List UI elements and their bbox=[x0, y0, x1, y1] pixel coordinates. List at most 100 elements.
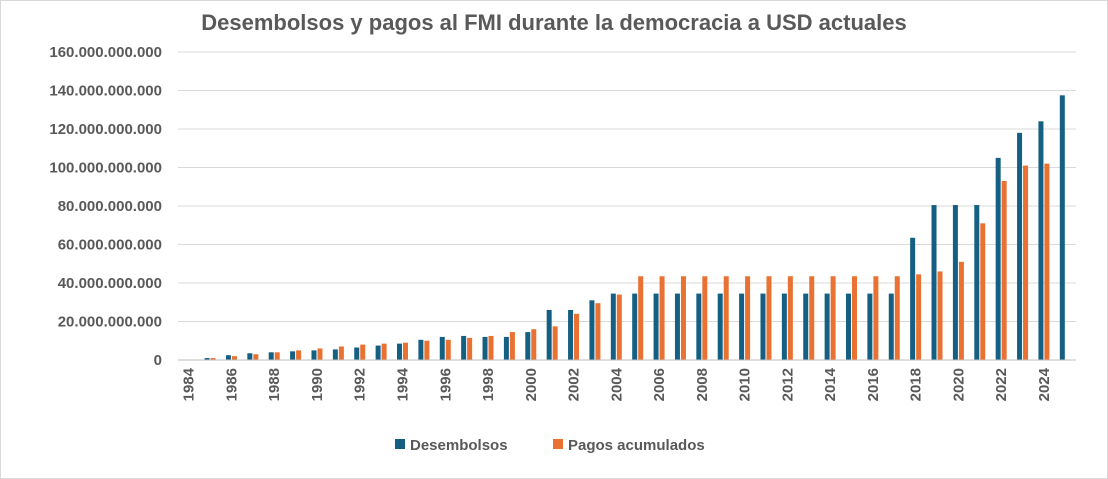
x-tick-label: 2010 bbox=[737, 368, 754, 401]
bar-pagos-acumulados bbox=[467, 337, 473, 360]
bar-pagos-acumulados bbox=[980, 223, 986, 360]
legend-swatch-pagos-acumulados bbox=[553, 439, 563, 449]
bar-pagos-acumulados bbox=[595, 303, 601, 360]
x-tick-label: 2002 bbox=[566, 368, 583, 401]
x-tick-label: 2014 bbox=[822, 367, 839, 401]
bar-pagos-acumulados bbox=[809, 276, 815, 360]
x-tick-label: 2020 bbox=[950, 368, 967, 401]
x-tick-label: 1988 bbox=[266, 368, 283, 401]
bar-desembolsos bbox=[290, 351, 296, 360]
x-tick-label: 2022 bbox=[993, 368, 1010, 401]
bar-pagos-acumulados bbox=[873, 276, 879, 360]
bar-desembolsos bbox=[910, 237, 916, 360]
bar-desembolsos bbox=[311, 350, 317, 361]
x-tick-label: 1984 bbox=[181, 367, 198, 401]
bar-desembolsos bbox=[268, 352, 274, 360]
bar-pagos-acumulados bbox=[937, 271, 943, 360]
bar-desembolsos bbox=[1017, 132, 1023, 360]
x-axis-tick-labels: 1984 1986 1988 1990 1992 1994 1996 1998 2000 2002… bbox=[181, 367, 1053, 401]
bar-desembolsos bbox=[781, 293, 787, 360]
bar-pagos-acumulados bbox=[317, 348, 323, 360]
bar-pagos-acumulados bbox=[916, 274, 922, 360]
x-tick-label: 1994 bbox=[395, 367, 412, 401]
y-tick-label: 140.000.000.000 bbox=[49, 83, 162, 100]
x-tick-label: 1992 bbox=[352, 368, 369, 401]
bar-desembolsos bbox=[225, 355, 231, 360]
bar-pagos-acumulados bbox=[210, 358, 216, 360]
bar-desembolsos bbox=[952, 205, 958, 360]
bar-pagos-acumulados bbox=[1001, 180, 1007, 360]
bar-desembolsos bbox=[568, 309, 574, 360]
bar-desembolsos bbox=[439, 336, 445, 360]
y-tick-label: 60.000.000.000 bbox=[58, 237, 162, 254]
bar-desembolsos bbox=[824, 293, 830, 360]
x-tick-label: 1986 bbox=[223, 368, 240, 401]
x-tick-label: 2004 bbox=[608, 367, 625, 401]
bar-pagos-acumulados bbox=[958, 261, 964, 360]
y-axis-tick-labels: 0 20.000.000.000 40.000.000.000 60.000.000.… bbox=[49, 44, 162, 369]
bar-desembolsos bbox=[803, 293, 809, 360]
bar-pagos-acumulados bbox=[381, 343, 387, 360]
bar-pagos-acumulados bbox=[488, 335, 494, 360]
bar-pagos-acumulados bbox=[274, 352, 280, 360]
bar-desembolsos bbox=[1038, 121, 1044, 360]
bar-desembolsos bbox=[931, 205, 937, 360]
legend: Desembolsos Pagos acumulados bbox=[395, 437, 705, 454]
bar-pagos-acumulados bbox=[830, 276, 836, 360]
bar-desembolsos bbox=[974, 205, 980, 360]
bar-desembolsos bbox=[717, 293, 723, 360]
bar-desembolsos bbox=[397, 343, 402, 360]
y-tick-label: 80.000.000.000 bbox=[58, 198, 162, 215]
bar-pagos-acumulados bbox=[424, 340, 430, 360]
bar-desembolsos bbox=[653, 293, 659, 360]
x-tick-label: 1998 bbox=[480, 368, 497, 401]
y-tick-label: 40.000.000.000 bbox=[58, 275, 162, 292]
bar-pagos-acumulados bbox=[338, 346, 344, 360]
x-tick-label: 2008 bbox=[694, 368, 711, 401]
bar-pagos-acumulados bbox=[766, 276, 772, 360]
legend-swatch-desembolsos bbox=[395, 439, 405, 449]
bar-desembolsos bbox=[418, 339, 424, 360]
bar-desembolsos bbox=[1059, 95, 1065, 360]
bar-pagos-acumulados bbox=[723, 276, 729, 360]
y-tick-label: 120.000.000.000 bbox=[49, 121, 162, 138]
bar-desembolsos bbox=[247, 353, 253, 360]
y-tick-label: 0 bbox=[154, 352, 162, 369]
bar-desembolsos bbox=[461, 335, 467, 360]
bar-pagos-acumulados bbox=[231, 356, 237, 360]
legend-label-desembolsos: Desembolsos bbox=[410, 437, 508, 454]
bars bbox=[204, 95, 1065, 361]
bar-desembolsos bbox=[546, 309, 552, 360]
bar-pagos-acumulados bbox=[1023, 165, 1029, 360]
bar-pagos-acumulados bbox=[552, 326, 558, 360]
chart-title: Desembolsos y pagos al FMI durante la de… bbox=[201, 10, 907, 35]
bar-desembolsos bbox=[589, 300, 595, 360]
x-tick-label: 2012 bbox=[779, 368, 796, 401]
bar-pagos-acumulados bbox=[638, 276, 644, 360]
bar-desembolsos bbox=[332, 349, 338, 360]
x-tick-label: 2006 bbox=[651, 368, 668, 401]
bar-pagos-acumulados bbox=[403, 342, 408, 360]
bar-desembolsos bbox=[375, 345, 381, 360]
bar-desembolsos bbox=[995, 157, 1001, 361]
bar-pagos-acumulados bbox=[680, 276, 686, 360]
bar-desembolsos bbox=[739, 293, 745, 360]
bar-pagos-acumulados bbox=[787, 276, 793, 360]
bar-desembolsos bbox=[696, 293, 702, 360]
bar-pagos-acumulados bbox=[360, 344, 366, 360]
bar-pagos-acumulados bbox=[745, 276, 751, 360]
x-tick-label: 2000 bbox=[523, 368, 540, 401]
bar-desembolsos bbox=[482, 336, 488, 360]
bar-desembolsos bbox=[674, 293, 680, 360]
bar-pagos-acumulados bbox=[616, 294, 622, 360]
bar-pagos-acumulados bbox=[702, 276, 708, 360]
y-tick-label: 20.000.000.000 bbox=[58, 314, 162, 331]
bar-desembolsos bbox=[354, 347, 360, 360]
bar-pagos-acumulados bbox=[852, 276, 857, 360]
bar-desembolsos bbox=[760, 293, 766, 360]
x-tick-label: 1990 bbox=[309, 368, 326, 401]
bar-pagos-acumulados bbox=[253, 354, 259, 360]
bar-desembolsos bbox=[888, 293, 894, 360]
gridlines bbox=[178, 51, 1076, 322]
